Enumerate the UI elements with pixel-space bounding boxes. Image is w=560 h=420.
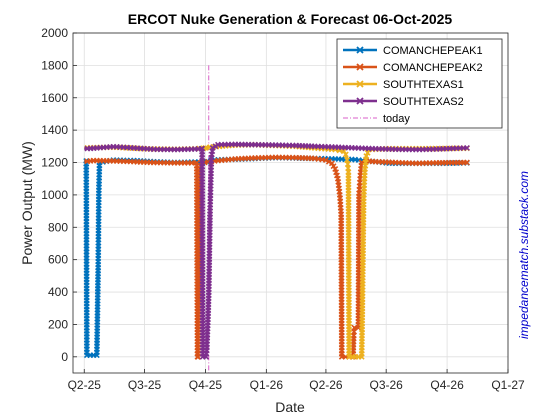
- legend-label: SOUTHTEXAS2: [383, 96, 464, 108]
- y-tick-label: 0: [61, 350, 68, 364]
- legend-label: COMANCHEPEAK2: [383, 62, 483, 74]
- series-point: [322, 157, 329, 164]
- series-point: [364, 149, 371, 156]
- y-axis: 0 200 400 600 800 1000 1200 1400 1600 1800 2000: [41, 26, 77, 364]
- x-axis: Q2-25 Q3-25 Q4-25 Q1-26 Q2-26 Q3-26 Q4-26 Q1-27: [68, 369, 525, 392]
- legend-entry: SOUTHTEXAS1: [343, 79, 464, 91]
- y-axis-label: Power Output (MW): [19, 141, 35, 265]
- legend-entry: SOUTHTEXAS2: [343, 96, 464, 108]
- legend-entry: COMANCHEPEAK1: [343, 45, 483, 57]
- y-tick-label: 2000: [41, 26, 68, 40]
- y-tick-label: 1800: [41, 58, 68, 72]
- x-tick-label: Q2-26: [309, 378, 343, 392]
- series-point: [325, 158, 332, 165]
- legend-marker: [356, 63, 364, 71]
- series-comanchepeak2: [84, 154, 470, 360]
- series-point: [188, 159, 195, 166]
- series-point: [330, 163, 337, 170]
- legend-marker: [356, 97, 364, 105]
- y-tick-label: 1200: [41, 156, 68, 170]
- watermark-text: impedancematch.substack.com: [517, 171, 531, 339]
- y-tick-label: 400: [48, 285, 68, 299]
- series-point: [363, 153, 370, 160]
- legend-entry: today: [343, 113, 410, 125]
- series-point: [340, 148, 347, 155]
- legend-entry: COMANCHEPEAK2: [343, 62, 483, 74]
- x-tick-label: Q1-26: [250, 378, 284, 392]
- plot-frame: [72, 32, 509, 374]
- x-tick-label: Q1-27: [491, 378, 525, 392]
- series-point: [342, 151, 349, 158]
- legend: COMANCHEPEAK1 COMANCHEPEAK2 SOUTHTEXAS1 SOU…: [336, 38, 503, 129]
- x-tick-label: Q3-25: [128, 378, 162, 392]
- legend-label: COMANCHEPEAK1: [383, 45, 483, 57]
- x-axis-label: Date: [275, 399, 305, 415]
- x-tick-label: Q3-26: [369, 378, 403, 392]
- y-tick-label: 1000: [41, 188, 68, 202]
- x-tick-label: Q2-25: [68, 378, 102, 392]
- y-tick-label: 1600: [41, 91, 68, 105]
- x-tick-label: Q4-25: [189, 378, 223, 392]
- series-southtexas2: [84, 141, 470, 360]
- x-tick-label: Q4-26: [430, 378, 464, 392]
- legend-label: SOUTHTEXAS1: [383, 79, 464, 91]
- y-tick-label: 800: [48, 220, 68, 234]
- y-tick-label: 600: [48, 253, 68, 267]
- series-layer: [83, 141, 470, 360]
- chart-title: ERCOT Nuke Generation & Forecast 06-Oct-…: [128, 11, 453, 27]
- series-point: [463, 144, 470, 151]
- series-point: [463, 159, 470, 166]
- legend-marker: [356, 80, 364, 88]
- legend-marker: [356, 46, 364, 54]
- y-tick-label: 1400: [41, 123, 68, 137]
- legend-label: today: [383, 113, 410, 125]
- series-point: [328, 160, 335, 167]
- y-tick-label: 200: [48, 317, 68, 331]
